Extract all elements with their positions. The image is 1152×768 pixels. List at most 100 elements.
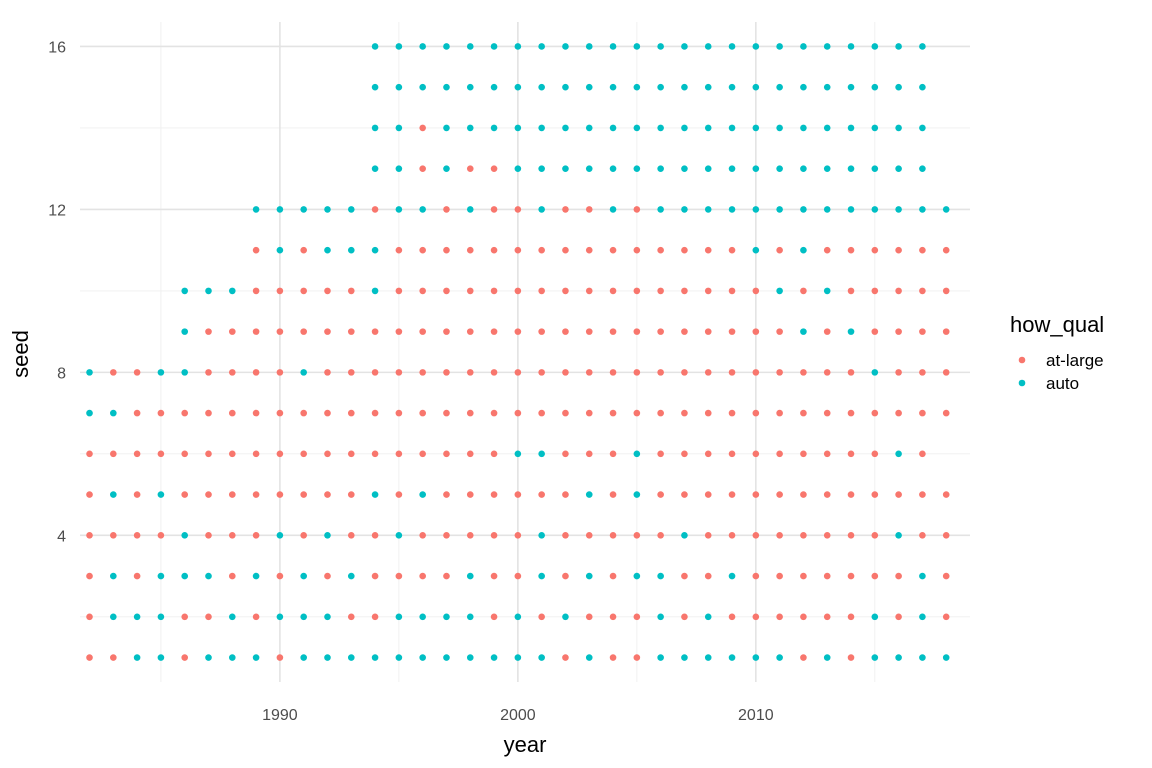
point-at-large: at-large (1993, 2) <box>347 613 355 621</box>
point-auto: auto (1994, 1) <box>371 654 379 661</box>
point-at-large: at-large (2010, 10) <box>752 287 760 295</box>
point-at-large: at-large (2013, 5) <box>823 491 831 498</box>
point-auto: auto (2014, 12) <box>847 206 855 213</box>
point-at-large: at-large (2013, 11) <box>823 246 831 254</box>
point-auto: auto (2011, 10) <box>776 287 783 295</box>
point-auto: auto (1992, 1) <box>324 654 331 661</box>
point-auto: auto (1993, 12) <box>347 206 355 213</box>
point-at-large: at-large (1996, 10) <box>419 287 426 295</box>
point-at-large: at-large (2008, 10) <box>704 287 712 295</box>
point-auto: auto (2003, 14) <box>585 124 593 132</box>
point-auto: auto (2003, 13) <box>585 165 593 172</box>
point-at-large: at-large (2017, 4) <box>919 532 926 539</box>
point-auto: auto (1986, 3) <box>181 572 189 580</box>
point-at-large: at-large (2013, 9) <box>823 328 831 335</box>
point-at-large: at-large (2009, 10) <box>728 287 736 295</box>
point-at-large: at-large (2011, 2) <box>776 613 783 621</box>
point-at-large: at-large (2014, 3) <box>847 572 855 580</box>
point-auto: auto (2005, 16) <box>633 43 641 50</box>
point-auto: auto (2016, 6) <box>895 450 902 458</box>
point-auto: auto (2014, 15) <box>847 83 855 91</box>
point-at-large: at-large (2013, 7) <box>823 409 831 417</box>
point-at-large: at-large (1986, 2) <box>181 613 189 621</box>
point-auto: auto (2007, 15) <box>681 83 688 91</box>
point-at-large: at-large (2012, 6) <box>800 450 807 458</box>
point-auto: auto (2009, 15) <box>728 83 736 91</box>
point-auto: auto (2014, 14) <box>847 124 855 132</box>
point-at-large: at-large (1997, 10) <box>443 287 450 295</box>
point-at-large: at-large (2016, 11) <box>895 246 902 254</box>
point-auto: auto (1990, 4) <box>276 532 284 539</box>
point-auto: auto (2016, 15) <box>895 83 902 91</box>
point-at-large: at-large (1995, 7) <box>395 409 403 417</box>
point-at-large: at-large (1987, 9) <box>205 328 212 335</box>
point-at-large: at-large (2011, 9) <box>776 328 783 335</box>
point-auto: auto (2006, 14) <box>657 124 664 132</box>
point-at-large: at-large (2012, 3) <box>800 572 807 580</box>
point-at-large: at-large (2010, 7) <box>752 409 760 417</box>
point-auto: auto (2005, 6) <box>633 450 641 458</box>
point-at-large: at-large (2006, 8) <box>657 369 664 376</box>
point-at-large: at-large (1987, 4) <box>205 532 212 539</box>
point-at-large: at-large (1982, 5) <box>86 491 93 498</box>
point-at-large: at-large (2005, 9) <box>633 328 641 335</box>
point-at-large: at-large (2015, 3) <box>871 572 879 580</box>
point-auto: auto (2001, 1) <box>538 654 545 661</box>
point-at-large: at-large (1982, 3) <box>86 572 93 580</box>
point-at-large: at-large (2005, 7) <box>633 409 641 417</box>
point-auto: auto (2014, 9) <box>847 328 855 335</box>
point-at-large: at-large (2010, 2) <box>752 613 760 621</box>
point-at-large: at-large (2009, 9) <box>728 328 736 335</box>
point-at-large: at-large (2012, 5) <box>800 491 807 498</box>
point-at-large: at-large (2008, 11) <box>704 246 712 254</box>
point-at-large: at-large (2007, 8) <box>681 369 688 376</box>
point-auto: auto (1986, 4) <box>181 532 189 539</box>
point-auto: auto (2008, 14) <box>704 124 712 132</box>
point-auto: auto (2018, 12) <box>942 206 950 213</box>
point-auto: auto (1995, 13) <box>395 165 403 172</box>
legend-items: at-large auto <box>1018 351 1104 393</box>
point-auto: auto (1997, 14) <box>443 124 450 132</box>
point-at-large: at-large (2018, 7) <box>942 409 950 417</box>
point-at-large: at-large (2014, 5) <box>847 491 855 498</box>
point-auto: auto (1985, 5) <box>157 491 165 498</box>
x-tick-label: 2010 <box>738 707 774 724</box>
point-auto: auto (1995, 14) <box>395 124 403 132</box>
point-auto: auto (2000, 6) <box>514 450 522 458</box>
y-tick-label: 8 <box>57 365 66 382</box>
point-at-large: at-large (2006, 7) <box>657 409 664 417</box>
point-auto: auto (2017, 3) <box>919 572 926 580</box>
point-auto: auto (1989, 1) <box>252 654 260 661</box>
point-auto: auto (1987, 3) <box>205 572 212 580</box>
point-at-large: at-large (1997, 3) <box>443 572 450 580</box>
point-auto: auto (1997, 13) <box>443 165 450 172</box>
point-at-large: at-large (1989, 5) <box>252 491 260 498</box>
point-at-large: at-large (1999, 6) <box>490 450 498 458</box>
point-at-large: at-large (2011, 8) <box>776 369 783 376</box>
point-auto: auto (2007, 16) <box>681 43 688 50</box>
point-at-large: at-large (2012, 10) <box>800 287 807 295</box>
point-auto: auto (1997, 2) <box>443 613 450 621</box>
point-at-large: at-large (2010, 4) <box>752 532 760 539</box>
point-auto: auto (1996, 2) <box>419 613 426 621</box>
point-at-large: at-large (2004, 3) <box>609 572 617 580</box>
point-auto: auto (1992, 4) <box>324 532 331 539</box>
point-at-large: at-large (2012, 7) <box>800 409 807 417</box>
point-auto: auto (2010, 11) <box>752 246 760 254</box>
point-at-large: at-large (2012, 2) <box>800 613 807 621</box>
point-auto: auto (1995, 15) <box>395 83 403 91</box>
point-at-large: at-large (2003, 11) <box>585 246 593 254</box>
point-at-large: at-large (2009, 11) <box>728 246 736 254</box>
point-auto: auto (2017, 15) <box>919 83 926 91</box>
point-at-large: at-large (2007, 10) <box>681 287 688 295</box>
point-auto: auto (2001, 6) <box>538 450 545 458</box>
point-auto: auto (2006, 3) <box>657 572 664 580</box>
point-auto: auto (2014, 13) <box>847 165 855 172</box>
point-at-large: at-large (2000, 10) <box>514 287 522 295</box>
point-at-large: at-large (1995, 6) <box>395 450 403 458</box>
point-auto: auto (2012, 13) <box>800 165 807 172</box>
point-at-large: at-large (1999, 9) <box>490 328 498 335</box>
point-auto: auto (2011, 16) <box>776 43 783 50</box>
point-auto: auto (2013, 15) <box>823 83 831 91</box>
